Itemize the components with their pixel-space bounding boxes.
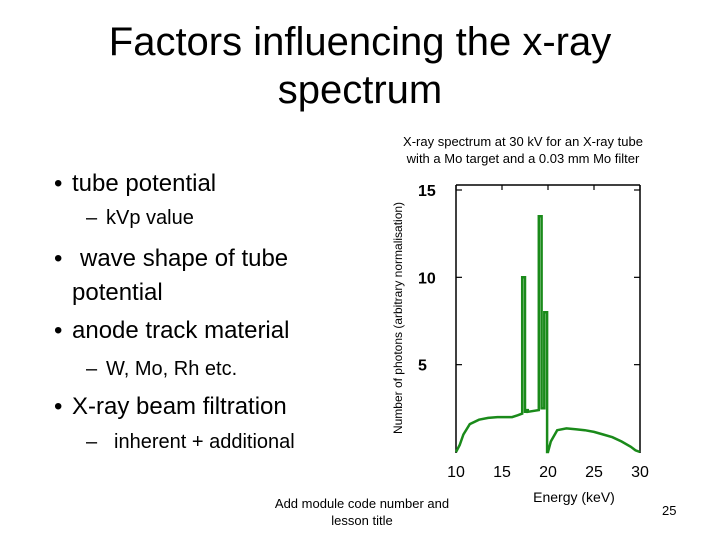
bullet-marker: •	[54, 245, 63, 272]
bullet-wave-shape: • wave shape of tube	[54, 245, 288, 273]
bullet-text: wave shape of tube	[80, 245, 289, 272]
spectrum-line	[454, 214, 641, 454]
sub-bullet-targets: – W, Mo, Rh etc.	[86, 358, 237, 381]
y-tick-labels: 5 10 15	[418, 183, 436, 375]
bullet-text: potential	[72, 279, 163, 306]
bullet-filtration: • X-ray beam filtration	[54, 393, 287, 421]
bullet-marker: •	[54, 317, 63, 344]
bullet-wave-shape-cont: potential	[72, 279, 163, 307]
x-axis-label: Energy (keV)	[533, 489, 615, 505]
chart-title: X-ray spectrum at 30 kV for an X-ray tub…	[348, 133, 698, 167]
sub-bullet-kvp: – kVp value	[86, 207, 194, 230]
x-tick-label: 15	[493, 464, 511, 481]
x-tick-label: 25	[585, 464, 603, 481]
bullet-text: tube potential	[72, 170, 217, 197]
sub-bullet-filtration: – inherent + additional	[86, 431, 295, 454]
sub-bullet-text: kVp value	[106, 207, 194, 229]
x-tick-label: 20	[539, 464, 557, 481]
dash-marker: –	[86, 207, 98, 229]
y-tick-label: 5	[418, 358, 427, 375]
footer-text: Add module code number and lesson title	[274, 496, 450, 528]
x-tick-label: 30	[631, 464, 649, 481]
bullet-marker: •	[54, 170, 63, 197]
dash-marker: –	[86, 431, 98, 453]
slide-title: Factors influencing the x-ray spectrum	[0, 18, 720, 114]
bullet-text: anode track material	[72, 317, 290, 344]
title-line-2: spectrum	[277, 68, 443, 112]
sub-bullet-text: inherent + additional	[114, 431, 295, 453]
chart-title-line-2: with a Mo target and a 0.03 mm Mo filter	[406, 151, 640, 166]
plot-frame	[455, 184, 641, 453]
y-tick-label: 15	[418, 183, 436, 200]
bullet-tube-potential: • tube potential	[54, 170, 216, 198]
x-tick-label: 10	[447, 464, 465, 481]
x-tick-labels: 10 15 20 25 30	[447, 464, 649, 481]
chart-title-line-1: X-ray spectrum at 30 kV for an X-ray tub…	[403, 134, 643, 149]
dash-marker: –	[86, 358, 98, 380]
page-number: 25	[662, 503, 677, 518]
y-axis-label: Number of photons (arbitrary normalisati…	[391, 202, 405, 434]
bullet-text: X-ray beam filtration	[72, 393, 287, 420]
bullet-anode-track: • anode track material	[54, 317, 289, 345]
y-tick-label: 10	[418, 270, 436, 287]
sub-bullet-text: W, Mo, Rh etc.	[106, 358, 238, 380]
title-line-1: Factors influencing the x-ray	[108, 20, 612, 64]
bullet-marker: •	[54, 393, 63, 420]
